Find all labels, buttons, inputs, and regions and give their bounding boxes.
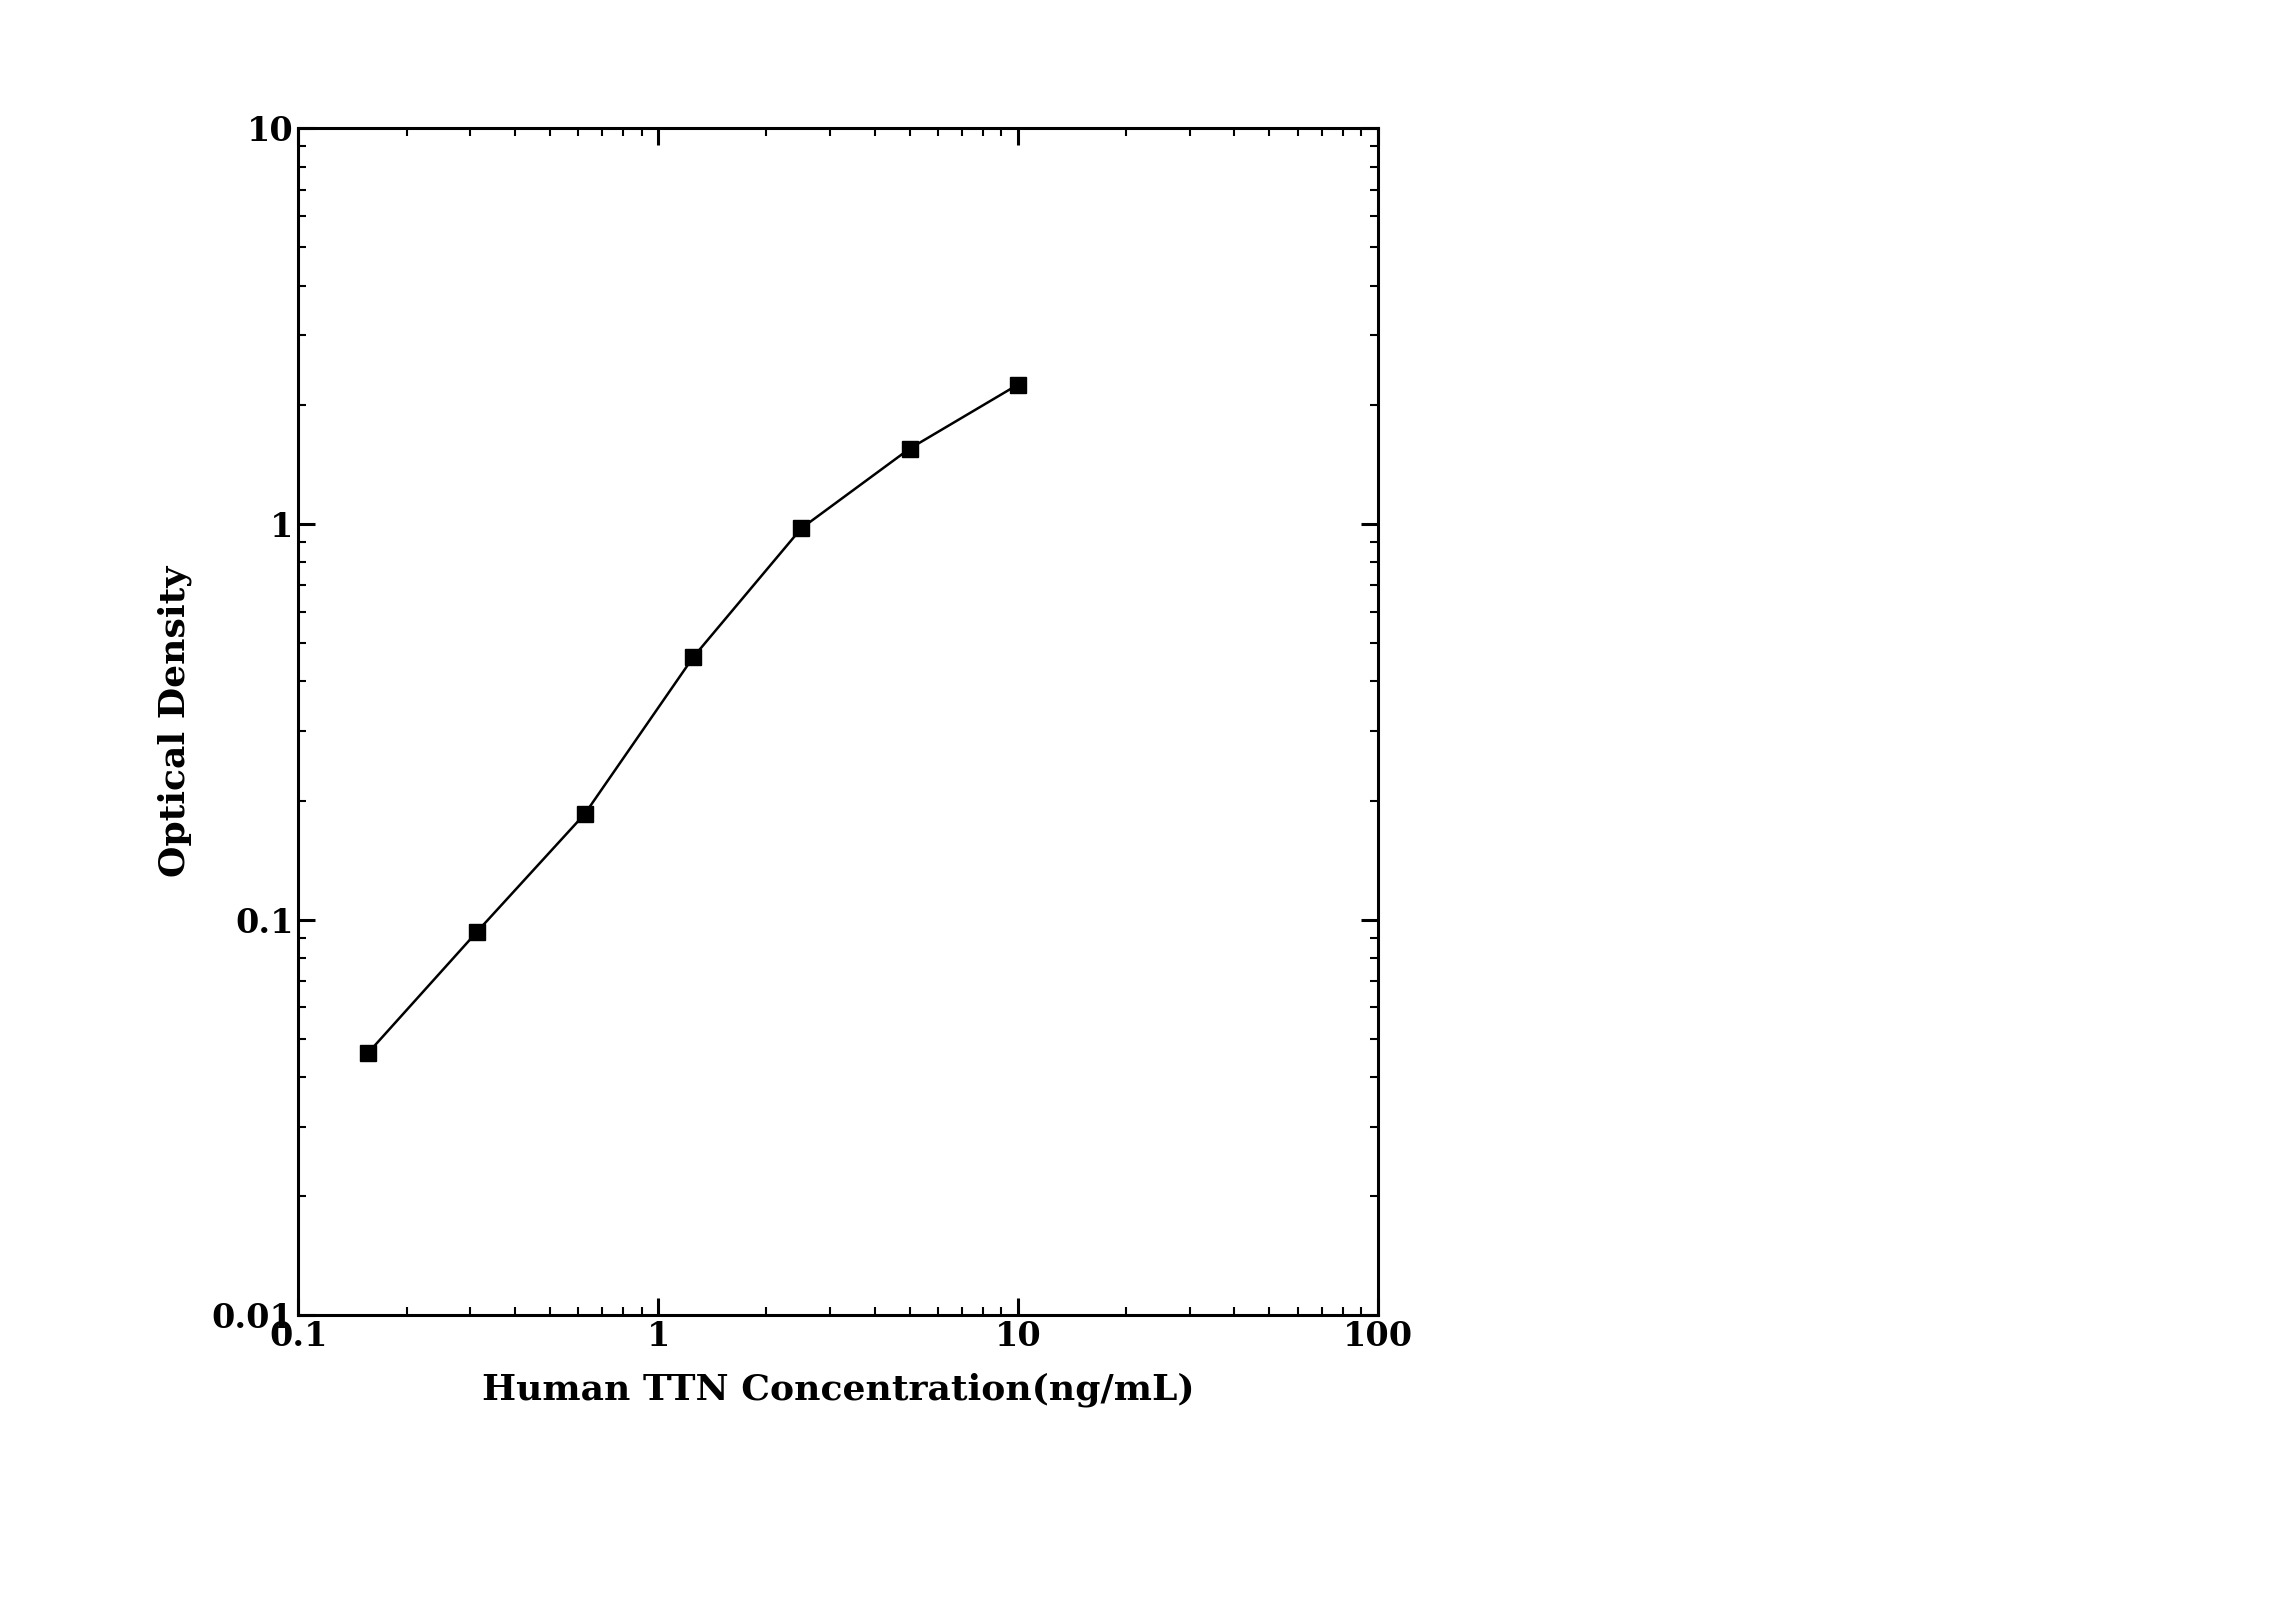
X-axis label: Human TTN Concentration(ng/mL): Human TTN Concentration(ng/mL) xyxy=(482,1373,1194,1407)
Y-axis label: Optical Density: Optical Density xyxy=(158,566,193,877)
